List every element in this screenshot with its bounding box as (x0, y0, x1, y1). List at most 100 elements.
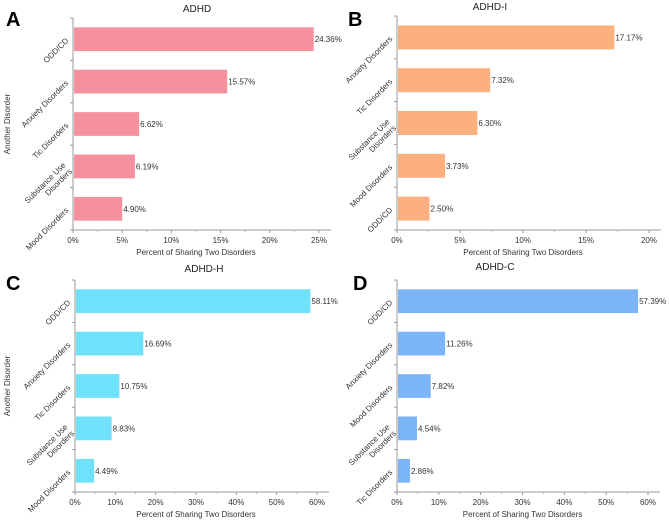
category-label: Substance UseDisorders (23, 160, 74, 211)
x-tick-label: 0% (391, 498, 403, 507)
category-label: Mood Disorders (26, 468, 72, 514)
bar (74, 154, 135, 179)
chart-title: ADHD-H (185, 264, 224, 275)
bar-value-label: 2.86% (411, 467, 434, 476)
bar-value-label: 24.36% (315, 35, 342, 44)
chart-title: ADHD (183, 4, 211, 15)
bar-value-label: 8.83% (113, 424, 136, 433)
bar-value-label: 3.73% (446, 162, 469, 171)
category-label: Substance UseDisorders (347, 422, 398, 473)
bar (74, 112, 140, 136)
x-tick-label: 50% (269, 498, 285, 507)
panel-c: C ADHD-H 0% 10% 20% 30% 40% 50% 60% Percent of Sh… (3, 264, 338, 519)
bar-value-label: 17.17% (615, 33, 642, 42)
category-label: Tic Disorders (355, 468, 394, 507)
bar (74, 27, 314, 52)
x-tick-label: 0% (391, 236, 403, 245)
bar-value-label: 16.69% (144, 340, 171, 349)
bar-value-label: 6.62% (140, 120, 163, 129)
x-tick-label: 0% (67, 236, 79, 245)
y-axis-label: Another Disorder (3, 93, 12, 154)
bar-value-label: 4.54% (418, 424, 441, 433)
x-tick-label: 20% (641, 236, 657, 245)
x-tick-label: 10% (107, 498, 123, 507)
bar (398, 416, 417, 441)
category-label: ODD/CD (366, 205, 395, 234)
category-label: ODD/CD (366, 298, 395, 327)
category-label: Tic Disorders (31, 121, 70, 160)
bar-value-label: 7.32% (491, 76, 514, 85)
x-tick-label: 40% (228, 498, 244, 507)
panel-label: A (6, 9, 20, 31)
bar-value-label: 2.50% (431, 205, 454, 214)
x-tick-label: 10% (163, 236, 179, 245)
x-tick-label: 60% (309, 498, 325, 507)
x-tick-label: 20% (262, 236, 278, 245)
bar-value-label: 15.57% (228, 78, 255, 87)
x-tick-label: 5% (454, 236, 466, 245)
x-tick-label: 10% (431, 498, 447, 507)
chart-title: ADHD-I (473, 2, 507, 13)
bar (398, 374, 431, 398)
x-tick-label: 30% (514, 498, 530, 507)
chart-title: ADHD-C (476, 262, 515, 273)
bar-value-label: 11.26% (446, 340, 473, 349)
x-tick-label: 20% (148, 498, 164, 507)
bar (398, 289, 639, 314)
panel-label: C (6, 273, 20, 295)
bar (398, 196, 430, 221)
y-axis-label: Another Disorder (3, 355, 12, 416)
bar (398, 25, 615, 50)
x-axis-label: Percent of Sharing Two Disorders (463, 248, 582, 257)
x-tick-label: 10% (515, 236, 531, 245)
x-tick-label: 20% (473, 498, 489, 507)
category-label: Mood Disorders (348, 163, 394, 209)
category-label: Mood Disorders (348, 383, 394, 429)
x-tick-label: 40% (556, 498, 572, 507)
bar (398, 111, 478, 135)
bar (76, 416, 112, 441)
category-label: Tic Disorders (355, 77, 394, 116)
panel-label: D (353, 273, 367, 295)
bar-value-label: 10.75% (120, 382, 147, 391)
bar (398, 68, 491, 93)
bar (76, 458, 95, 483)
x-tick-label: 25% (311, 236, 327, 245)
x-tick-label: 50% (598, 498, 614, 507)
bar (398, 458, 410, 483)
x-axis-label: Percent of Sharing Two Disorders (136, 248, 255, 257)
x-tick-label: 0% (69, 498, 81, 507)
bar-value-label: 58.11% (311, 297, 338, 306)
category-label: Substance UseDisorders (25, 422, 76, 473)
category-label: Mood Disorders (24, 206, 70, 252)
bar (76, 331, 144, 356)
bar (398, 331, 446, 356)
bar-value-label: 4.90% (123, 205, 146, 214)
bar-value-label: 4.49% (95, 467, 118, 476)
x-axis-label: Percent of Sharing Two Disorders (136, 510, 255, 519)
bar-value-label: 7.82% (432, 382, 455, 391)
bar (398, 153, 445, 178)
x-tick-label: 15% (578, 236, 594, 245)
category-label: ODD/CD (42, 36, 71, 65)
bar-value-label: 6.19% (136, 162, 159, 171)
bar (74, 69, 228, 94)
panel-label: B (348, 9, 362, 31)
category-label: Substance UseDisorders (347, 117, 398, 168)
x-tick-label: 15% (213, 236, 229, 245)
panel-a: A ADHD 0% 5% 10% 15% 20% 25% Percent of Sharing … (3, 4, 342, 257)
bar-value-label: 6.30% (478, 119, 501, 128)
x-axis-label: Percent of Sharing Two Disorders (463, 510, 582, 519)
bar-value-label: 57.39% (639, 297, 666, 306)
x-tick-label: 30% (188, 498, 204, 507)
x-tick-label: 60% (640, 498, 656, 507)
panel-d: D ADHD-C 0% 10% 20% 30% 40% 50% 60% Percent of Sh… (344, 262, 666, 519)
category-label: ODD/CD (44, 298, 73, 327)
bar (76, 289, 311, 314)
bar (74, 196, 123, 221)
category-label: Tic Disorders (33, 383, 72, 422)
bar (76, 374, 120, 398)
panel-b: B ADHD-I 0% 5% 10% 15% 20% Percent of Sharing T… (344, 2, 661, 257)
x-tick-label: 5% (116, 236, 128, 245)
